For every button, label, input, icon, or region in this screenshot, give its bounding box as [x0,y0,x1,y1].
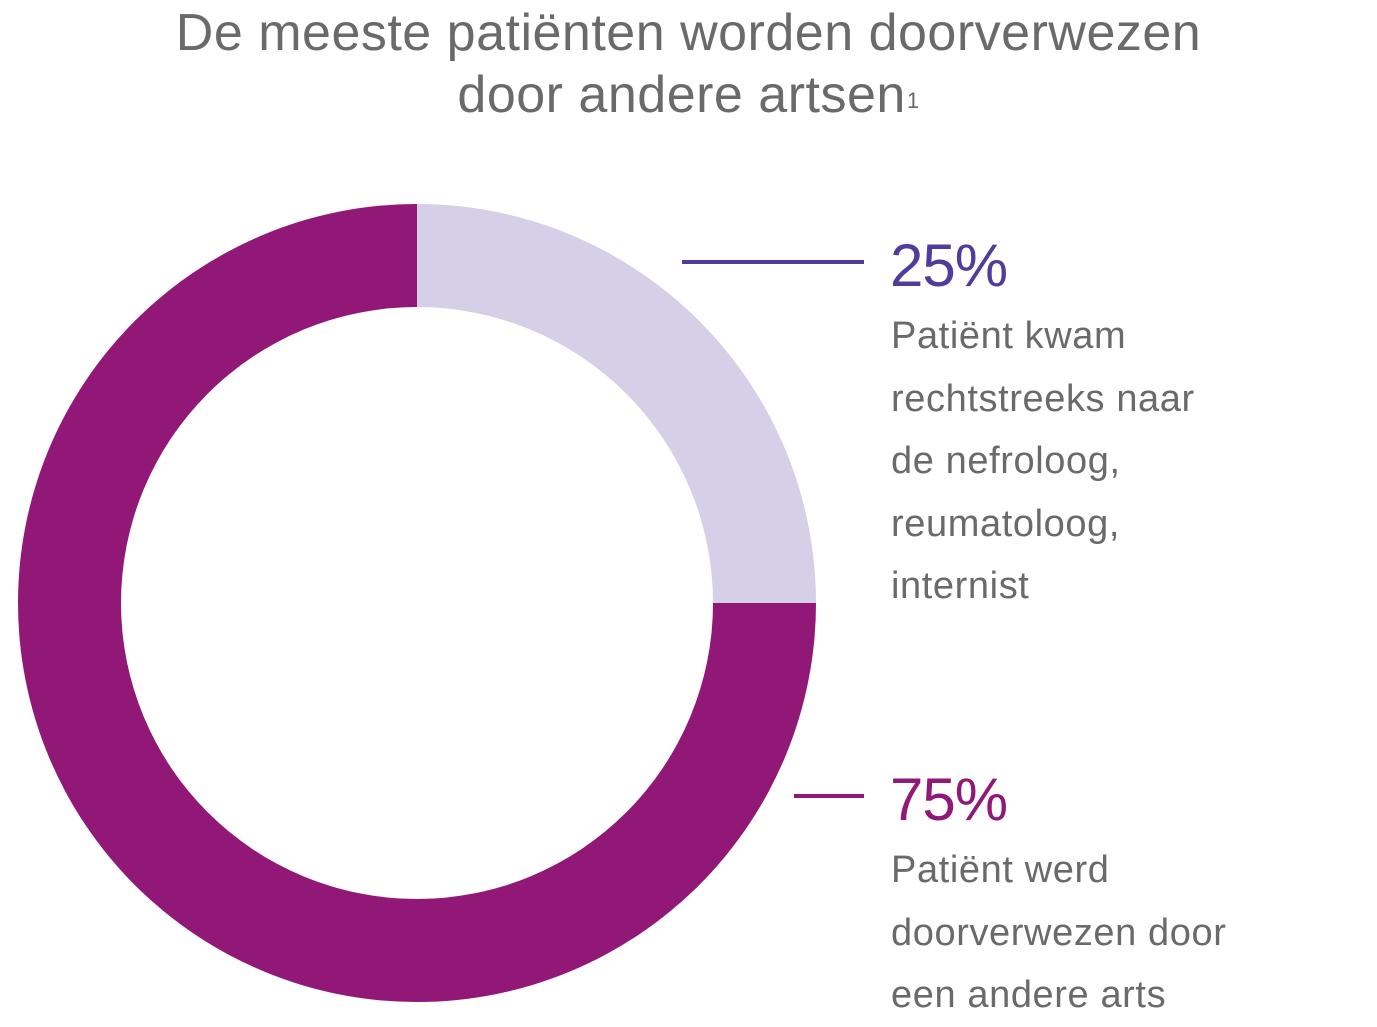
description-line: internist [891,565,1030,607]
description-line: de nefroloog, [891,440,1121,482]
percent-label-direct: 25% [890,232,1008,299]
description-line: rechtstreeks naar [891,377,1195,420]
chart-title-line-2-text: door andere artsen [457,66,906,124]
slice-description-direct: Patiënt kwam rechtstreeks naar de nefrol… [891,305,1195,618]
footnote-marker: 1 [906,88,920,113]
donut-slice-direct [417,204,816,603]
description-line: doorverwezen door [891,911,1227,954]
chart-title-line-1: De meeste patiënten worden doorverwezen [175,4,1202,62]
chart-title-line-2: door andere artsen1 [0,64,1377,126]
percent-label-referred: 75% [890,766,1008,833]
description-line: Patiënt kwam [891,315,1127,357]
description-line: reumatoloog, [891,502,1121,545]
leader-line-referred [794,794,864,798]
slice-description-referred: Patiënt werd doorverwezen door een ander… [891,839,1227,1027]
leader-line-direct [682,260,864,264]
chart-title: De meeste patiënten worden doorverwezen … [0,2,1377,126]
description-line: een andere arts [891,974,1167,1016]
description-line: Patiënt werd [891,849,1110,891]
